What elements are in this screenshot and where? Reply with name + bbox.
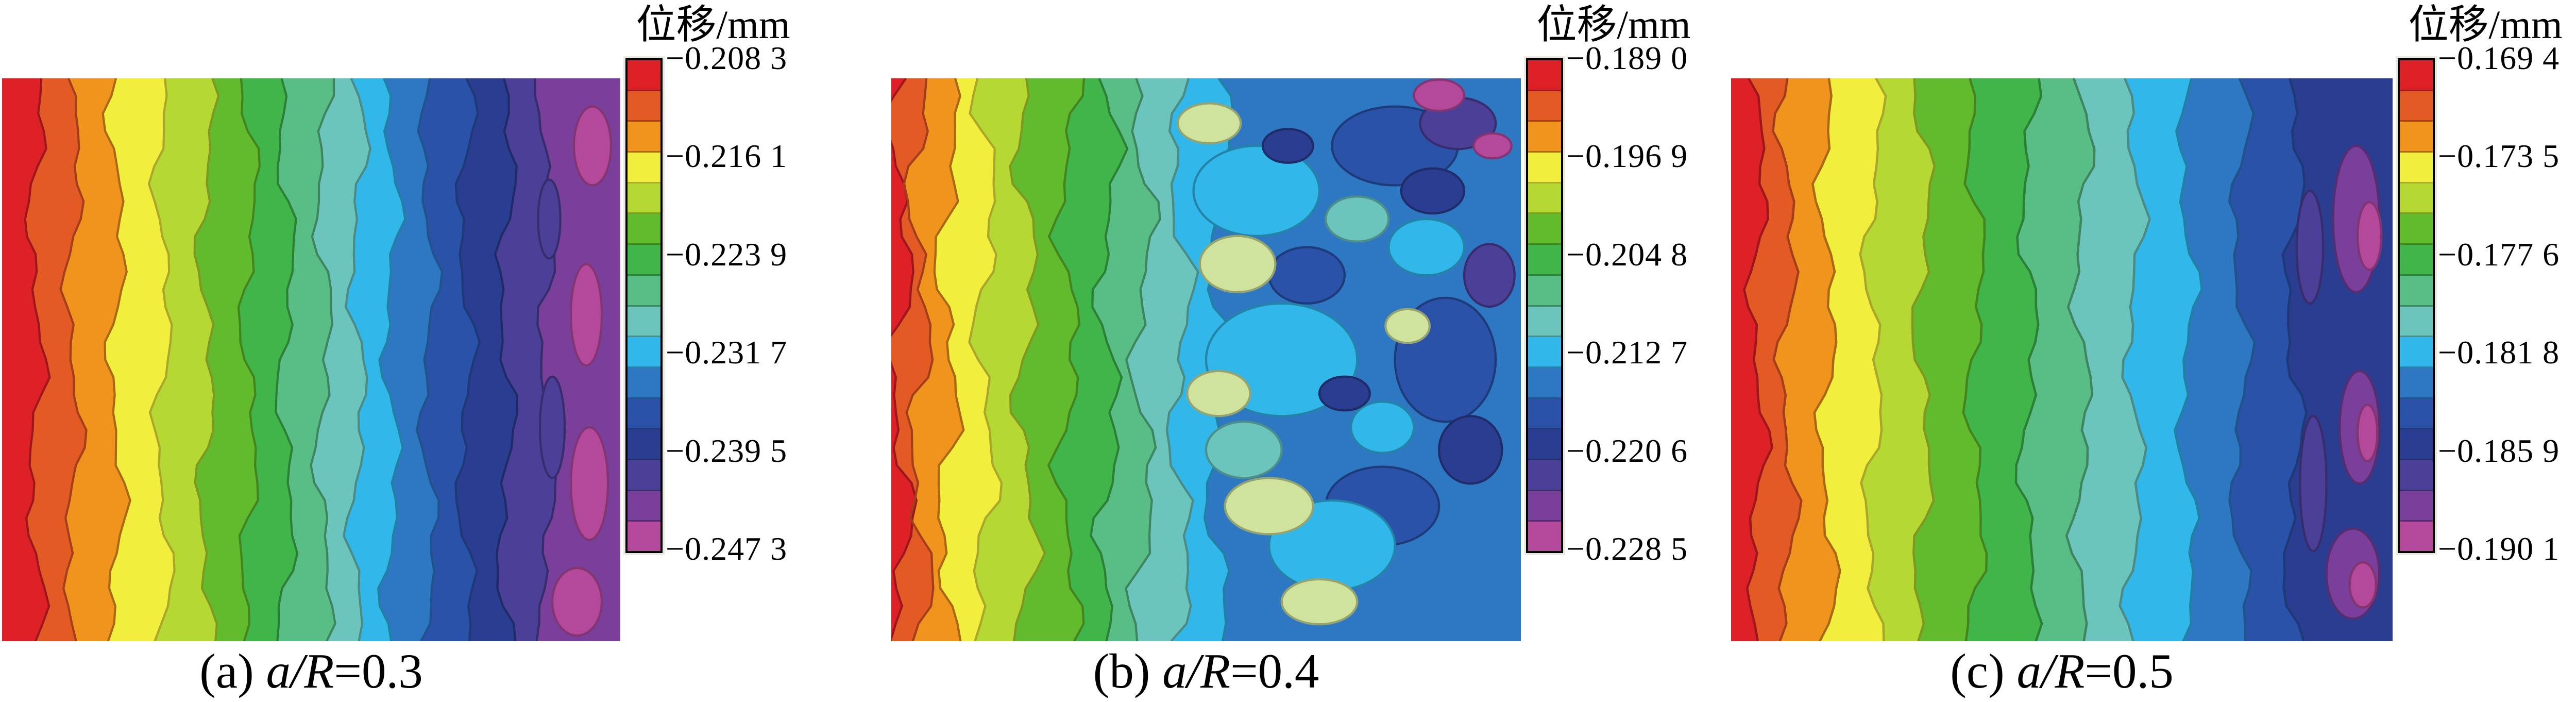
colorbar-band [1528, 153, 1561, 183]
colorbar-band [628, 275, 660, 307]
colorbar-band [1528, 398, 1561, 430]
colorbar-band [1528, 183, 1561, 214]
colorbar-band [2400, 460, 2433, 491]
colorbar-band [628, 398, 660, 430]
caption-c: (c) a/R=0.5 [1731, 644, 2393, 698]
colorbar-band [2400, 122, 2433, 153]
caption-b: (b) a/R=0.4 [891, 644, 1521, 698]
panel-a: 位移/mm −0.208 3 −0.216 1 −0.223 9 −0.231 … [2, 0, 847, 702]
colorbar-c [2398, 58, 2435, 553]
tick-label: −0.177 6 [2438, 236, 2560, 273]
caption-value: =0.4 [1230, 644, 1319, 698]
colorbar-band [2400, 337, 2433, 368]
colorbar-band [2400, 153, 2433, 183]
colorbar-band [628, 460, 660, 491]
tick-label: −0.231 7 [666, 334, 788, 371]
caption-value: =0.3 [334, 644, 423, 698]
colorbar-band [1528, 367, 1561, 399]
colorbar-band [2400, 245, 2433, 276]
tick-label: −0.204 8 [1566, 236, 1688, 273]
colorbar-band [2400, 275, 2433, 307]
colorbar-band [628, 60, 660, 91]
tick-label: −0.239 5 [666, 432, 788, 469]
colorbar-band [1528, 214, 1561, 245]
colorbar-band [628, 153, 660, 183]
colorbar-band [2400, 367, 2433, 399]
colorbar-band [628, 429, 660, 460]
colorbar-band [1528, 337, 1561, 368]
colorbar-band [628, 337, 660, 368]
colorbar-band [628, 91, 660, 122]
colorbar-band [1528, 460, 1561, 491]
colorbar-title-a: 位移/mm [636, 2, 790, 47]
colorbar-band [2400, 491, 2433, 522]
colorbar-band [628, 491, 660, 522]
tick-label: −0.185 9 [2438, 432, 2560, 469]
tick-label: −0.216 1 [666, 138, 788, 175]
caption-ratio: a/R [266, 644, 334, 698]
colorbar-band [2400, 183, 2433, 214]
tick-label: −0.190 1 [2438, 530, 2560, 567]
tick-label: −0.189 0 [1566, 40, 1688, 76]
colorbar-title-b: 位移/mm [1536, 2, 1691, 47]
colorbar-band [1528, 245, 1561, 276]
panel-b: 位移/mm −0.189 0 −0.196 9 −0.204 8 −0.212 … [891, 0, 1731, 702]
colorbar-ticks-a: −0.208 3 −0.216 1 −0.223 9 −0.231 7 −0.2… [666, 42, 851, 565]
tick-label: −0.228 5 [1566, 530, 1688, 567]
caption-index: (a) [199, 644, 266, 698]
contour-plot-a [2, 78, 620, 641]
colorbar-title-c: 位移/mm [2408, 2, 2563, 47]
colorbar-band [1528, 522, 1561, 551]
tick-label: −0.247 3 [666, 530, 788, 567]
tick-label: −0.223 9 [666, 236, 788, 273]
colorbar-band [2400, 91, 2433, 122]
colorbar-band [628, 522, 660, 551]
colorbar-band [1528, 429, 1561, 460]
colorbar-band [628, 183, 660, 214]
caption-index: (c) [1950, 644, 2017, 698]
colorbar-band [2400, 522, 2433, 551]
colorbar-band [1528, 306, 1561, 338]
colorbar-band [2400, 429, 2433, 460]
tick-label: −0.196 9 [1566, 138, 1688, 175]
tick-label: −0.169 4 [2438, 40, 2560, 76]
colorbar-band [2400, 214, 2433, 245]
colorbar-band [628, 306, 660, 338]
caption-a: (a) a/R=0.3 [2, 644, 620, 698]
colorbar-band [628, 367, 660, 399]
contour-plot-c [1731, 78, 2393, 641]
colorbar-band [2400, 60, 2433, 91]
tick-label: −0.173 5 [2438, 138, 2560, 175]
caption-value: =0.5 [2084, 644, 2174, 698]
tick-label: −0.181 8 [2438, 334, 2560, 371]
caption-ratio: a/R [1162, 644, 1231, 698]
colorbar-band [628, 245, 660, 276]
colorbar-band [628, 122, 660, 153]
colorbar-band [1528, 91, 1561, 122]
colorbar-band [1528, 491, 1561, 522]
caption-index: (b) [1093, 644, 1163, 698]
tick-label: −0.212 7 [1566, 334, 1688, 371]
colorbar-band [1528, 275, 1561, 307]
contour-plot-b [891, 78, 1521, 641]
panel-c: 位移/mm −0.169 4 −0.173 5 −0.177 6 −0.181 … [1731, 0, 2576, 702]
tick-label: −0.220 6 [1566, 432, 1688, 469]
colorbar-ticks-c: −0.169 4 −0.173 5 −0.177 6 −0.181 8 −0.1… [2438, 42, 2576, 565]
colorbar-band [628, 214, 660, 245]
colorbar-band [1528, 122, 1561, 153]
tick-label: −0.208 3 [666, 40, 788, 76]
colorbar-ticks-b: −0.189 0 −0.196 9 −0.204 8 −0.212 7 −0.2… [1566, 42, 1752, 565]
colorbar-band [1528, 60, 1561, 91]
colorbar-band [2400, 398, 2433, 430]
caption-ratio: a/R [2016, 644, 2085, 698]
colorbar-b [1526, 58, 1563, 553]
colorbar-a [625, 58, 663, 553]
colorbar-band [2400, 306, 2433, 338]
